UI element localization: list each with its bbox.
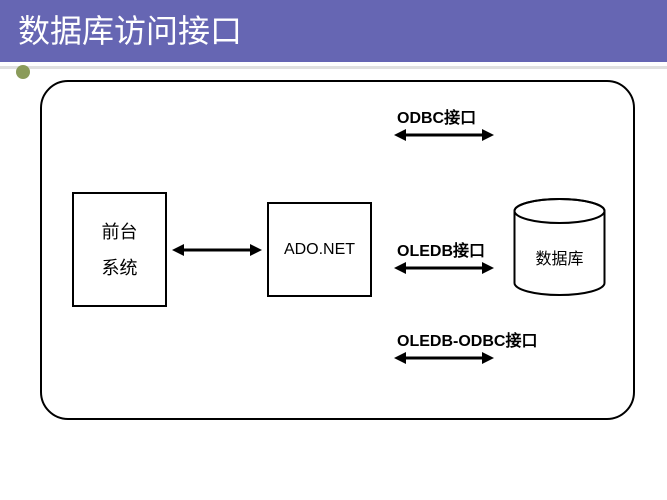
header-underline [0,66,667,69]
arrow-odbc [394,127,494,143]
oledb-label: OLEDB接口 [397,237,485,261]
diagram-frame: 前台 系统 ADO.NET 数据库 ODBC接口 OLEDB接口 [40,80,635,420]
slide-title: 数据库访问接口 [18,13,242,49]
oledb-odbc-label: OLEDB-ODBC接口 [397,327,537,351]
frontend-line2: 系统 [102,250,138,286]
database-label: 数据库 [512,245,607,269]
adonet-box: ADO.NET [267,202,372,297]
bullet-icon [16,65,30,79]
frontend-box: 前台 系统 [72,192,167,307]
database-cylinder: 数据库 [512,197,607,297]
slide-header: 数据库访问接口 [0,0,667,66]
arrow-oledb-odbc [394,350,494,366]
arrow-frontend-adonet [172,242,262,258]
frontend-line1: 前台 [102,214,138,250]
arrow-oledb [394,260,494,276]
odbc-label: ODBC接口 [397,104,476,128]
adonet-label: ADO.NET [284,234,355,266]
